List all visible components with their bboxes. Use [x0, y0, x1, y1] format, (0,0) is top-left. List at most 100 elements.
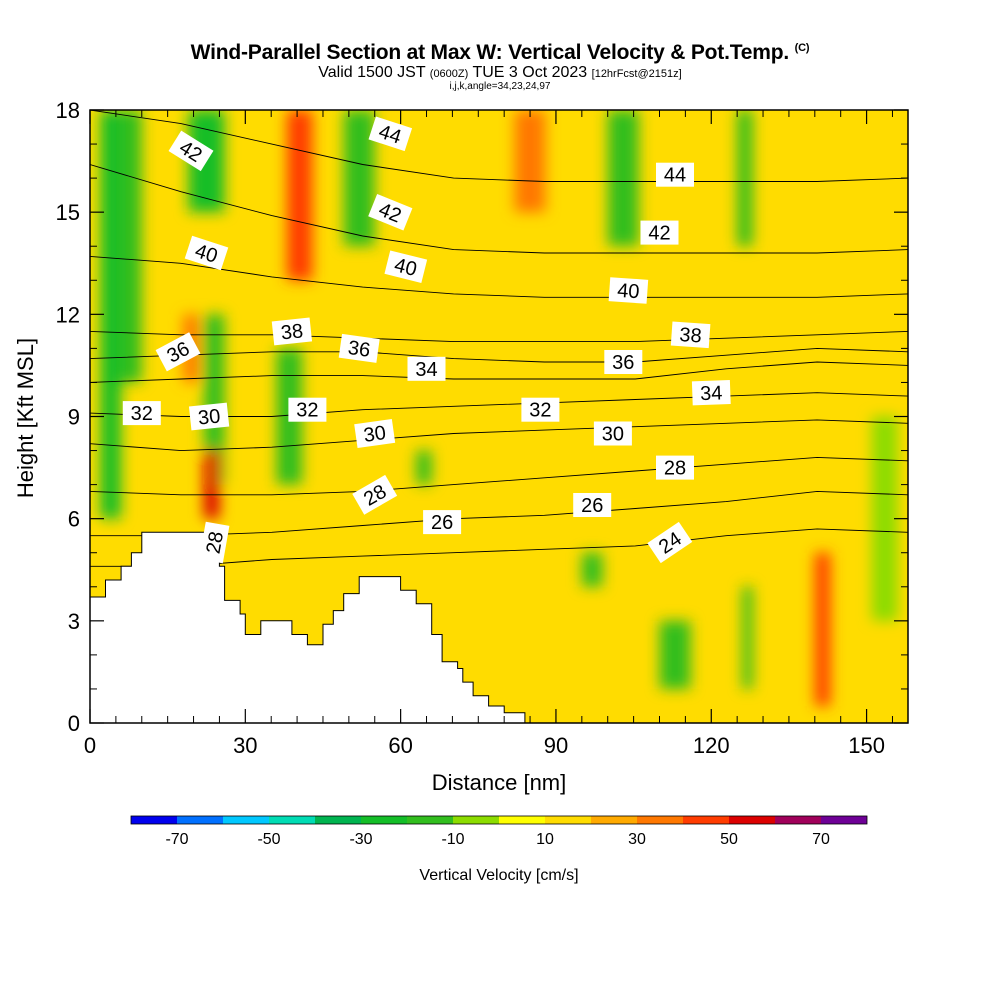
colorbar-tick-label: -30	[349, 831, 372, 848]
contour-label-box	[368, 193, 413, 231]
contour-label-26-25: 26	[573, 493, 612, 517]
contour-label-text: 28	[203, 530, 229, 556]
contour-label-box	[288, 397, 327, 422]
theta-contour-38	[90, 330, 908, 343]
w-cell-6	[286, 110, 313, 281]
contour-label-40-6: 40	[384, 250, 428, 283]
valid-time-line: Valid 1500 JST (0600Z) TUE 3 Oct 2023 [1…	[318, 64, 682, 81]
contour-label-text: 32	[131, 403, 153, 425]
x-tick-label: 60	[388, 733, 412, 758]
contour-label-box	[184, 235, 229, 271]
contour-label-box	[573, 493, 612, 517]
w-cell-9	[416, 450, 432, 485]
contour-label-box	[647, 521, 693, 564]
contour-label-text: 32	[529, 400, 551, 422]
colorbar-tick-label: -10	[441, 831, 464, 848]
w-cell-16	[814, 552, 831, 706]
colorbar-tick-label: 50	[720, 831, 738, 848]
y-tick-label: 6	[68, 507, 80, 532]
w-cell-14	[659, 620, 691, 689]
contour-label-text: 40	[616, 280, 640, 303]
contour-label-box	[604, 350, 643, 374]
contour-label-box	[188, 402, 230, 431]
contour-label-box	[691, 380, 731, 406]
contour-label-box	[521, 397, 560, 422]
copyright-mark: (C)	[794, 42, 810, 54]
contour-label-text: 38	[679, 324, 703, 347]
contour-label-40-7: 40	[608, 277, 649, 304]
w-cell-1	[121, 110, 142, 383]
colorbar-swatch-14	[775, 816, 821, 824]
y-tick-label: 3	[68, 609, 80, 634]
contour-label-box	[670, 321, 711, 349]
contour-label-box	[354, 418, 396, 449]
colorbar-swatch-6	[407, 816, 453, 824]
colorbar-swatch-2	[223, 816, 269, 824]
x-tick-label: 90	[544, 733, 568, 758]
colorbar-tick-label: -50	[257, 831, 280, 848]
contour-label-text: 42	[648, 223, 670, 245]
contour-label-text: 36	[347, 337, 372, 362]
contour-label-text: 26	[431, 512, 453, 534]
theta-contour-30	[90, 419, 908, 452]
chart-title: Wind-Parallel Section at Max W: Vertical…	[190, 41, 810, 64]
contour-label-box	[384, 250, 428, 283]
contour-label-34-14: 34	[691, 380, 731, 406]
contour-label-text: 26	[581, 495, 603, 517]
contour-label-40-5: 40	[184, 235, 229, 271]
colorbar-tick-label: 70	[812, 831, 830, 848]
w-cell-11	[607, 110, 639, 247]
contour-label-26-24: 26	[423, 510, 462, 535]
contour-label-42-4: 42	[640, 220, 679, 245]
contour-label-44-2: 44	[656, 162, 694, 187]
y-axis-label: Height [Kft MSL]	[13, 338, 38, 498]
contour-label-text: 34	[700, 382, 723, 405]
contour-label-text: 30	[602, 424, 624, 446]
colorbar-swatch-4	[315, 816, 361, 824]
x-tick-label: 120	[693, 733, 730, 758]
y-tick-label: 18	[56, 98, 80, 123]
w-cell-0	[100, 110, 122, 519]
theta-contour-42	[90, 164, 908, 254]
w-cell-12	[737, 110, 753, 247]
w-cell-15	[742, 586, 753, 689]
w-cell-5	[203, 450, 220, 519]
contour-label-text: 34	[415, 359, 437, 381]
x-tick-label: 30	[233, 733, 257, 758]
y-tick-label: 12	[56, 302, 80, 327]
colorbar-tick-label: 30	[628, 831, 646, 848]
colorbar-swatch-8	[499, 816, 545, 824]
contour-label-34-13: 34	[407, 356, 446, 381]
contour-label-box	[407, 356, 446, 381]
contour-label-box	[656, 455, 694, 480]
colorbar-swatch-10	[591, 816, 637, 824]
contour-label-box	[608, 277, 649, 304]
contour-label-30-20: 30	[593, 421, 632, 446]
colorbar-swatch-11	[637, 816, 683, 824]
contour-label-text: 40	[392, 254, 419, 281]
contour-label-text: 30	[362, 422, 387, 447]
theta-contour-34	[90, 361, 908, 383]
colorbar-swatch-9	[545, 816, 591, 824]
contour-label-32-16: 32	[288, 397, 327, 422]
theta-contour-28	[90, 456, 908, 496]
contour-label-38-8: 38	[271, 317, 313, 346]
terrain-profile	[89, 531, 526, 724]
contour-label-box	[640, 220, 679, 245]
contour-label-box	[368, 116, 413, 152]
colorbar-swatch-0	[131, 816, 177, 824]
x-tick-label: 0	[84, 733, 96, 758]
contour-label-box	[593, 421, 632, 446]
contour-label-box	[352, 474, 398, 515]
w-cell-10	[514, 110, 546, 213]
x-tick-label: 150	[848, 733, 885, 758]
colorbar-label: Vertical Velocity [cm/s]	[419, 867, 578, 884]
w-cell-7	[343, 110, 375, 247]
colorbar-swatch-12	[683, 816, 729, 824]
terrain-mask	[89, 531, 526, 724]
colorbar-swatch-15	[821, 816, 867, 824]
contour-label-box	[168, 130, 214, 172]
colorbar-tick-label: -70	[165, 831, 188, 848]
y-tick-label: 0	[68, 711, 80, 736]
